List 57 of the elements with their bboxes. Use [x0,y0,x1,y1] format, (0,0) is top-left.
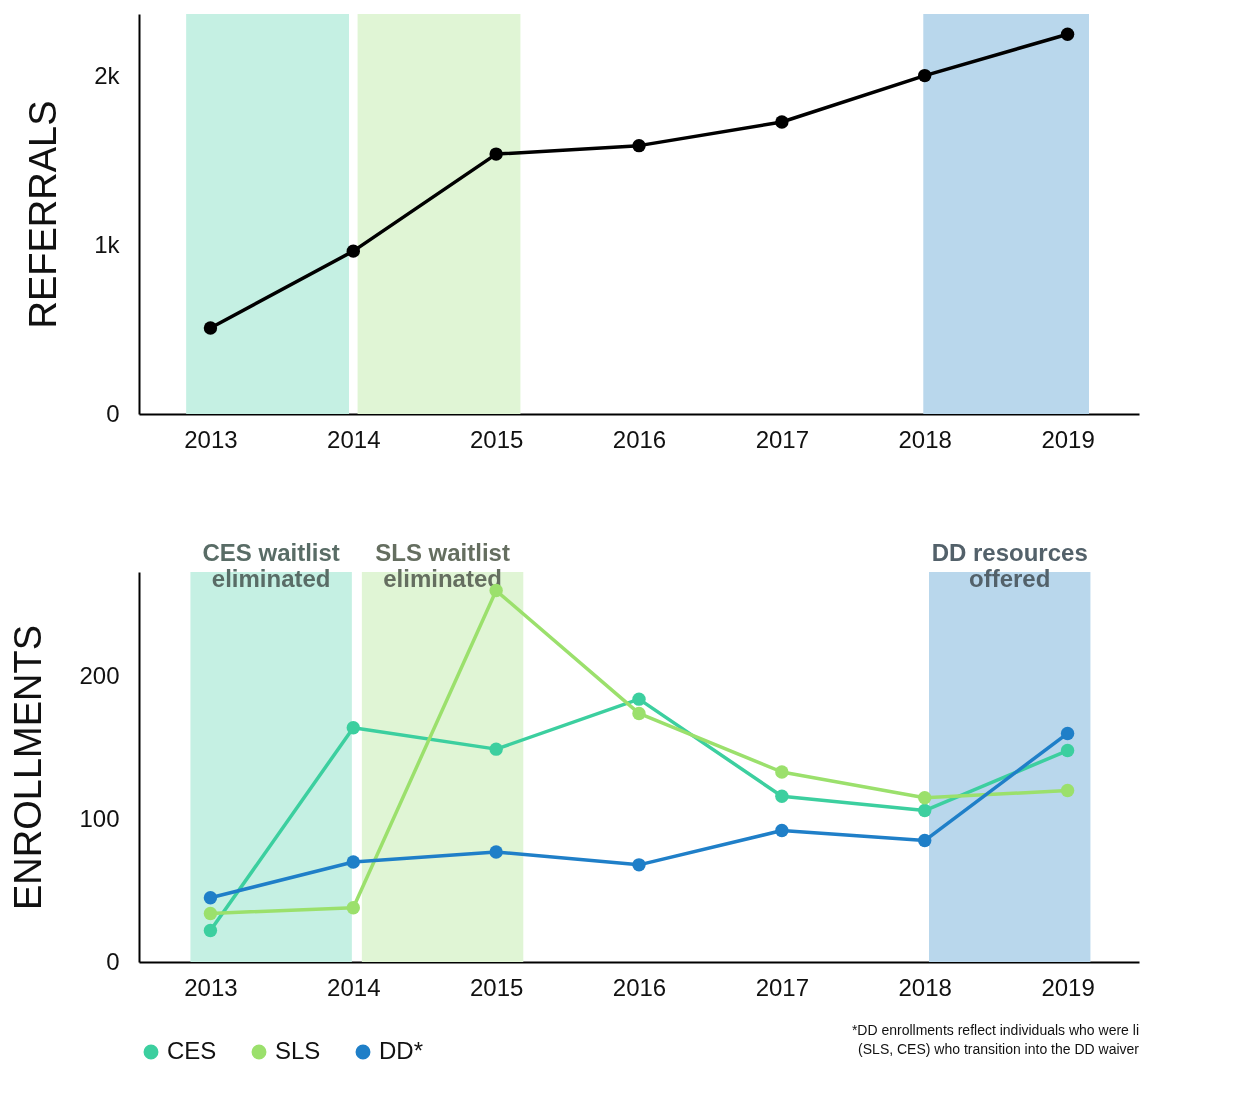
y-axis-title: REFERRALS [22,100,65,329]
band-label: CES waitlist eliminated [202,539,340,592]
point [489,742,503,756]
point [918,791,932,805]
point [489,845,503,859]
point [346,721,360,735]
x-tick-label: 2014 [327,425,381,453]
legend-label: CES [167,1037,217,1064]
y-tick-label: 2k [94,61,121,89]
point [632,706,646,721]
band-label: SLS waitlist eliminated [375,539,510,592]
point [918,68,932,83]
text: *DD enrollments reflect individuals who were li [851,1022,1139,1038]
band-label: DD resources offered [931,539,1088,592]
point [203,923,218,938]
point [489,147,503,161]
x-tick-label: 2016 [612,425,667,453]
x-tick-label: 2013 [184,425,238,453]
y-tick-label: 200 [79,661,120,689]
y-tick-label: 1k [94,230,121,258]
x-tick-label: 2015 [469,973,524,1001]
point [1060,726,1075,741]
point [1060,743,1075,758]
x-tick-label: 2018 [898,973,952,1001]
point [203,321,218,335]
point [346,901,360,915]
x-tick-label: 2019 [1041,973,1095,1001]
point [1060,27,1075,41]
x-tick-label: 2019 [1041,425,1095,453]
point [918,833,932,848]
y-tick-label: 0 [106,399,120,427]
x-tick-label: 2013 [184,973,238,1001]
legend-label: DD* [379,1037,424,1064]
x-tick-label: 2018 [898,425,952,453]
point [632,692,646,706]
text: (SLS, CES) who transition into the DD waiver [858,1041,1140,1057]
legend-label: SLS [275,1037,321,1064]
point [203,906,218,921]
x-tick-label: 2017 [755,973,810,1001]
point [1060,783,1075,798]
x-tick-label: 2015 [469,425,524,453]
point [775,765,789,779]
x-tick-label: 2017 [755,425,810,453]
point [918,803,932,818]
point [632,858,646,872]
point [203,891,218,905]
y-tick-label: 0 [106,947,120,975]
point [775,115,789,129]
x-tick-label: 2014 [327,973,381,1001]
point [775,789,789,803]
point [346,855,360,869]
y-tick-label: 100 [79,804,120,832]
point [346,244,360,258]
y-axis-title: ENROLLMENTS [7,624,50,911]
point [775,823,789,838]
x-tick-label: 2016 [612,973,667,1001]
point [632,138,646,153]
